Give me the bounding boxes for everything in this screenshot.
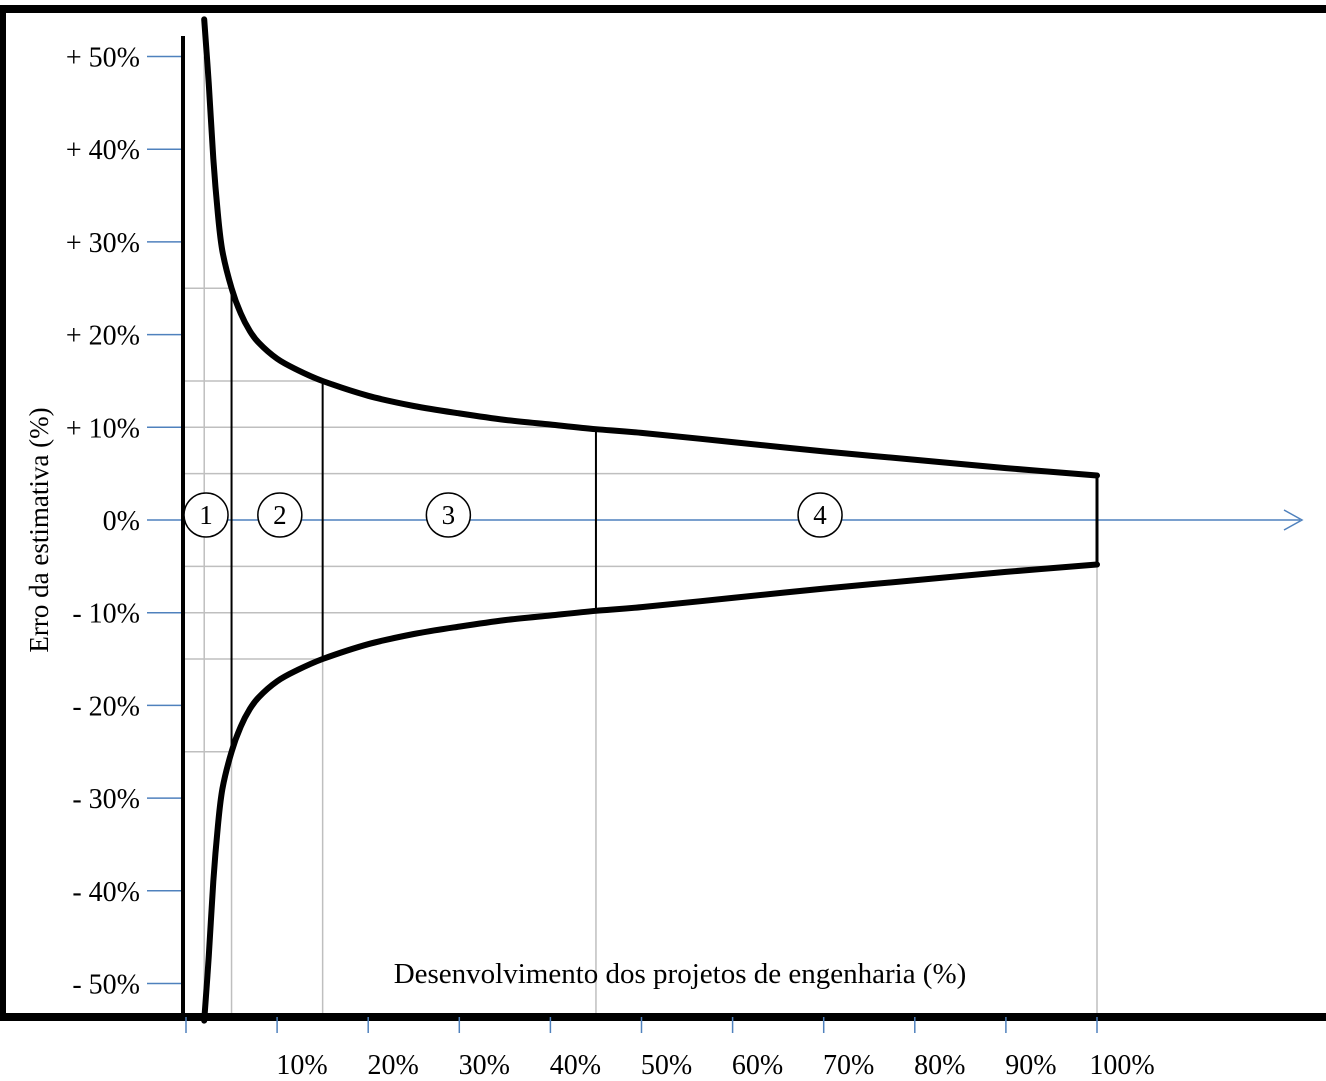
y-tick-label: - 20% (72, 691, 140, 722)
phase-circle (425, 492, 472, 538)
x-tick-label: 80% (914, 1050, 965, 1081)
x-tick-label: 20% (368, 1050, 419, 1081)
phase-boundaries (230, 288, 1099, 752)
phase-labels: 1 2 3 4 (183, 492, 843, 538)
phase-circle (257, 492, 303, 538)
y-tick-label: + 40% (66, 135, 140, 166)
x-tick-label: 100% (1089, 1050, 1154, 1081)
y-tick-label: - 10% (72, 599, 140, 630)
x-axis-title: Desenvolvimento dos projetos de engenhar… (394, 958, 967, 990)
x-tick-label: 50% (641, 1050, 692, 1081)
phase-label: 3 (442, 500, 456, 530)
phase-label: 4 (813, 500, 827, 530)
lower-error-curve (201, 561, 1100, 1024)
zero-line-arrowhead-icon (1283, 509, 1304, 531)
x-tick-label: 40% (550, 1050, 601, 1081)
y-tick-label: + 20% (66, 321, 140, 352)
x-tick-label: 60% (732, 1050, 783, 1081)
phase-label: 1 (199, 500, 213, 530)
upper-error-curve (201, 16, 1100, 479)
phase-circle (183, 492, 229, 538)
x-axis-ticks: 10% 20% 30% 40% 50% 60% 70% 80% 90% 100% (185, 1017, 1155, 1081)
x-tick-label: 70% (823, 1050, 874, 1081)
y-axis-title: Erro da estimativa (%) (24, 407, 54, 652)
phase-circle (797, 492, 843, 538)
y-tick-label: + 10% (66, 413, 140, 444)
y-tick-label: - 30% (72, 784, 140, 815)
x-tick-label: 90% (1005, 1050, 1056, 1081)
y-tick-label: + 30% (66, 228, 140, 259)
y-tick-label: - 40% (72, 877, 140, 908)
guide-lines (185, 56, 1098, 1013)
error-envelope-curves (201, 16, 1100, 1024)
phase-label: 2 (273, 500, 287, 530)
x-tick-label: 10% (276, 1050, 327, 1081)
y-tick-label: + 50% (66, 43, 140, 74)
x-tick-label: 30% (459, 1050, 510, 1081)
y-tick-label: - 50% (72, 970, 140, 1001)
y-axis-ticks: + 50% + 40% + 30% + 20% + 10% 0% - 10% - 20% - 3… (66, 43, 183, 1001)
y-tick-label: 0% (103, 506, 140, 537)
chart-frame (0, 5, 1326, 1021)
